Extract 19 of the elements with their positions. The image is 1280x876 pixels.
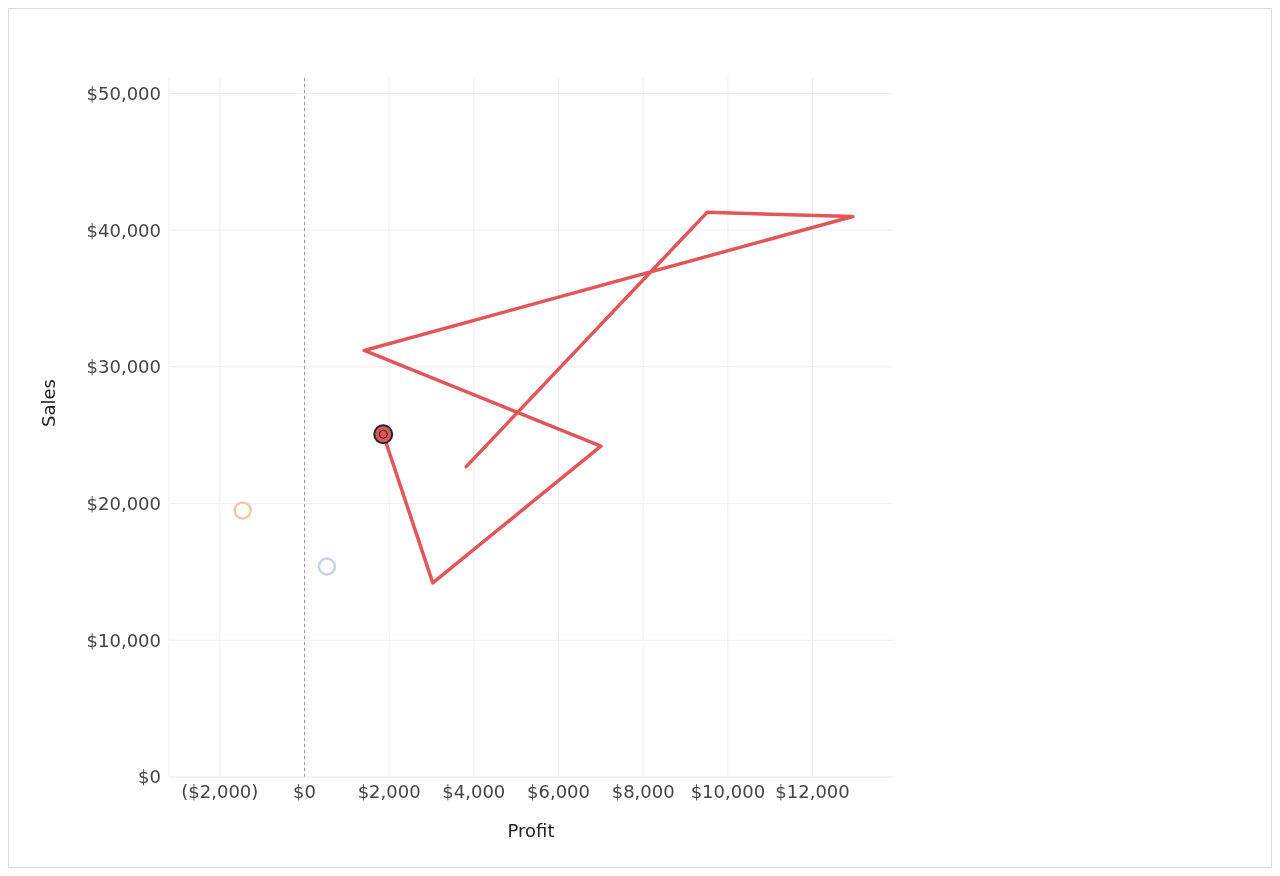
y-tick-label: $30,000 [86, 356, 161, 378]
y-axis-title: Sales [38, 379, 60, 427]
x-tick-label: $4,000 [442, 780, 506, 802]
y-tick-label: $10,000 [86, 629, 161, 651]
point [317, 557, 337, 576]
y-tick-label: $50,000 [86, 82, 161, 104]
x-tick-label: $12,000 [775, 780, 850, 802]
point [233, 501, 252, 520]
y-tick-label: $20,000 [86, 492, 161, 514]
x-axis-title: Profit [507, 820, 555, 841]
x-tick-label: $8,000 [611, 780, 675, 802]
x-tick-label: $0 [293, 780, 316, 802]
y-tick-label: $0 [138, 766, 161, 788]
x-tick-label: $2,000 [357, 780, 421, 802]
x-tick-label: $10,000 [690, 780, 766, 802]
line-series [362, 210, 855, 585]
y-tick-label: $40,000 [86, 219, 161, 241]
x-tick-label: ($2,000) [181, 780, 259, 802]
x-tick-label: $6,000 [527, 780, 591, 802]
